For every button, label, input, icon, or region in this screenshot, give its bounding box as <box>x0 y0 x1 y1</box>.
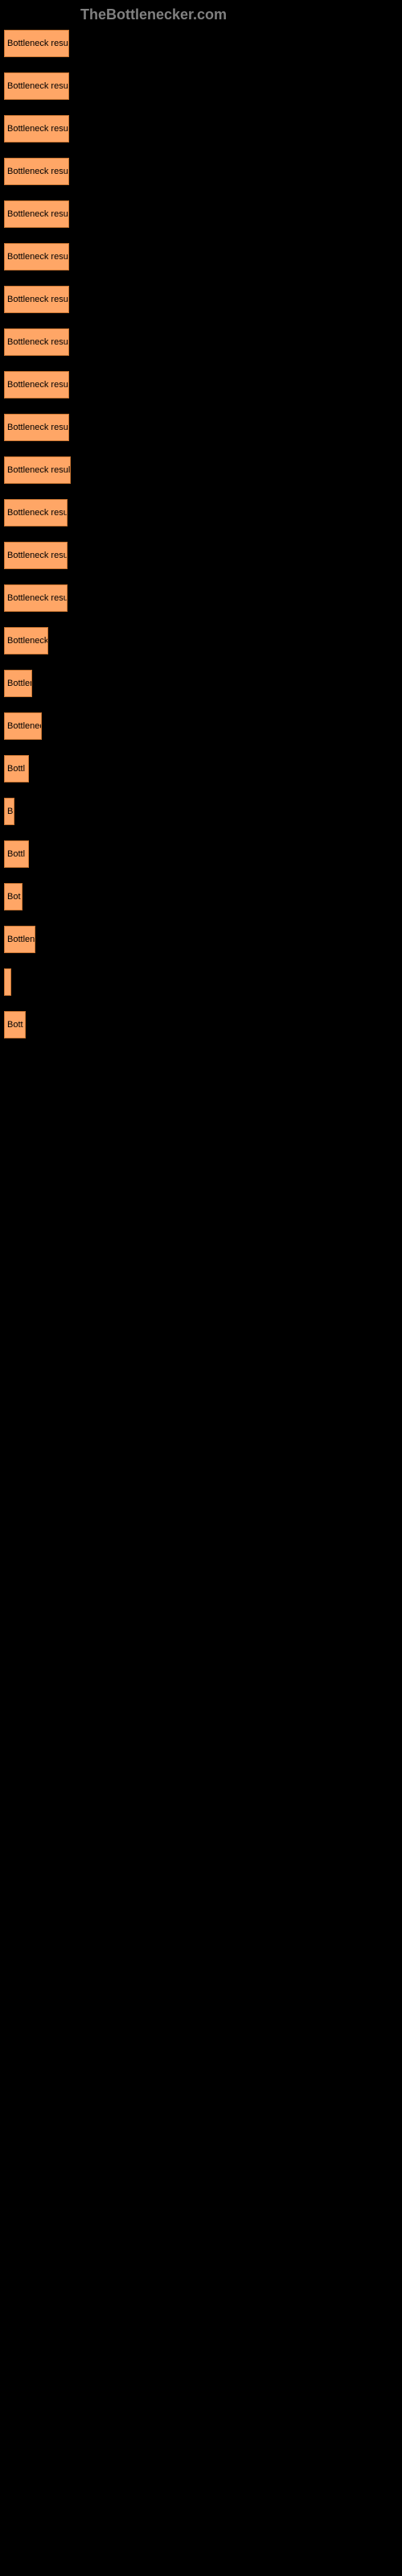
chart-bar: Bottleneck result <box>4 200 69 228</box>
chart-bar: Bottleneck result <box>4 30 69 57</box>
bar-row: Bottleneck result <box>4 323 71 361</box>
bar-row: Bottleneck result <box>4 152 71 191</box>
chart-bar: Bottleneck result <box>4 414 69 441</box>
bar-row: Bottl <box>4 749 71 788</box>
bar-row: Bottleneck resu <box>4 493 71 532</box>
bar-row: Bottleneck result <box>4 451 71 489</box>
chart-bar: Bottleneck result <box>4 371 69 398</box>
chart-bar: Bottleneck result <box>4 286 69 313</box>
chart-bar: Bottleneck result <box>4 456 71 484</box>
bar-row: Bottleneck result <box>4 365 71 404</box>
bar-row: Bottleneck result <box>4 237 71 276</box>
chart-bar: Bottl <box>4 755 29 782</box>
chart-bar: Bottlenec <box>4 712 42 740</box>
bar-row: Bottleneck result <box>4 109 71 148</box>
bar-row: Bottl <box>4 835 71 873</box>
bar-row: Bottleneck result <box>4 195 71 233</box>
chart-bar: Bottl <box>4 840 29 868</box>
bar-row <box>4 963 71 1001</box>
chart-bar: Bottleneck resu <box>4 584 68 612</box>
chart-bar: Bottlene <box>4 926 35 953</box>
bar-row: Bott <box>4 1005 71 1044</box>
bar-row: Bottleneck resu <box>4 579 71 617</box>
bar-row: Bot <box>4 877 71 916</box>
bar-row: Bottleneck result <box>4 408 71 447</box>
bar-chart: Bottleneck result Bottleneck result Bottle… <box>4 24 71 1048</box>
bar-row: Bottleneck result <box>4 280 71 319</box>
bar-row: Bottleneck result <box>4 24 71 63</box>
bar-row: Bottleneck result <box>4 67 71 105</box>
chart-bar: Bottleneck result <box>4 328 69 356</box>
chart-bar: Bottleneck result <box>4 115 69 142</box>
chart-bar: Bottleneck result <box>4 243 69 270</box>
chart-bar: Bott <box>4 1011 26 1038</box>
chart-bar: Bottler <box>4 670 32 697</box>
chart-bar: Bottleneck result <box>4 158 69 185</box>
chart-bar <box>4 968 11 996</box>
bar-row: Bottler <box>4 664 71 703</box>
chart-bar: Bottleneck resu <box>4 499 68 526</box>
chart-bar: B <box>4 798 14 825</box>
chart-bar: Bottleneck resul <box>4 542 68 569</box>
bar-row: Bottleneck resul <box>4 536 71 575</box>
bar-row: Bottleneck <box>4 621 71 660</box>
chart-bar: Bottleneck result <box>4 72 69 100</box>
bar-row: Bottlenec <box>4 707 71 745</box>
bar-row: B <box>4 792 71 831</box>
chart-bar: Bot <box>4 883 23 910</box>
logo-text: TheBottlenecker.com <box>80 6 227 23</box>
bar-row: Bottlene <box>4 920 71 959</box>
chart-bar: Bottleneck <box>4 627 48 654</box>
